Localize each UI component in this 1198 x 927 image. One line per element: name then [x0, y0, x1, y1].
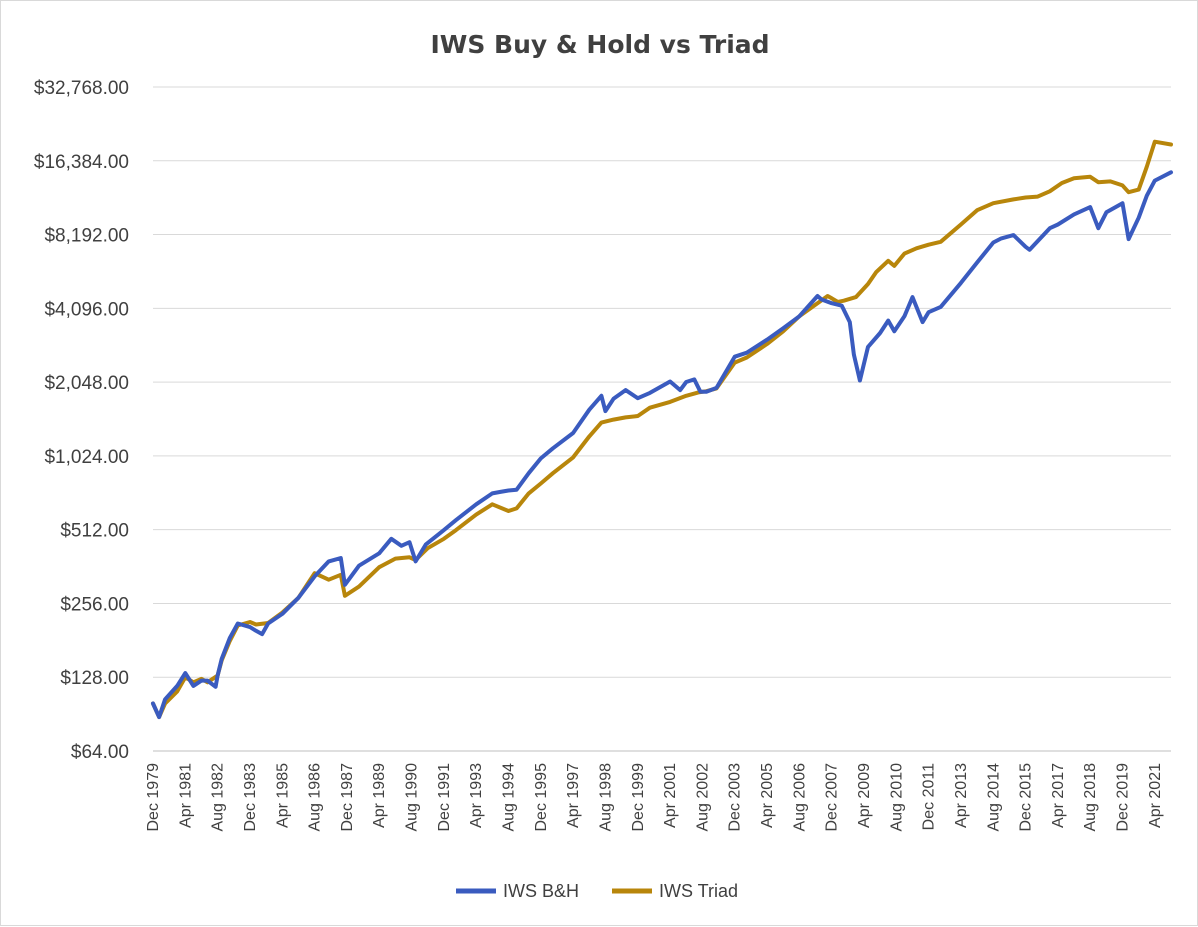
- legend-label-iws-bh: IWS B&H: [503, 881, 579, 901]
- x-tick-label: Apr 1985: [274, 763, 291, 828]
- y-tick-label: $8,192.00: [44, 226, 129, 247]
- x-tick-label: Aug 1990: [404, 763, 421, 832]
- chart-title: IWS Buy & Hold vs Triad: [430, 30, 769, 59]
- x-tick-label: Apr 1993: [468, 763, 485, 828]
- x-tick-label: Dec 1995: [533, 763, 550, 832]
- x-axis-tick-labels: Dec 1979 Apr 1981 Aug 1982 Dec 1983 Apr 1985…: [145, 763, 1164, 832]
- gridlines: [153, 86, 1171, 752]
- x-tick-label: Dec 1999: [630, 763, 647, 832]
- x-tick-label: Aug 2010: [888, 763, 905, 832]
- y-tick-label: $1,024.00: [44, 447, 129, 468]
- x-tick-label: Aug 2014: [985, 763, 1002, 832]
- x-tick-label: Dec 2003: [727, 763, 744, 832]
- x-tick-label: Dec 1987: [339, 763, 356, 832]
- x-tick-label: Dec 2015: [1018, 763, 1035, 832]
- x-tick-label: Dec 2019: [1115, 763, 1132, 832]
- y-tick-label: $32,768.00: [34, 78, 129, 99]
- x-tick-label: Aug 2006: [791, 763, 808, 832]
- x-tick-label: Dec 2007: [824, 763, 841, 832]
- x-tick-label: Apr 2013: [953, 763, 970, 828]
- y-tick-label: $512.00: [60, 521, 129, 542]
- y-axis-tick-labels: $64.00 $128.00 $256.00 $512.00 $1,024.00 $2,0…: [34, 78, 129, 763]
- x-tick-label: Aug 1994: [500, 763, 517, 832]
- y-tick-label: $256.00: [60, 594, 129, 615]
- x-tick-label: Apr 1981: [177, 763, 194, 828]
- x-tick-label: Aug 1998: [597, 763, 614, 832]
- x-tick-label: Apr 2005: [759, 763, 776, 828]
- x-tick-label: Dec 1991: [436, 763, 453, 832]
- x-tick-label: Dec 1979: [145, 763, 162, 832]
- y-tick-label: $64.00: [71, 742, 129, 763]
- x-tick-label: Aug 1986: [307, 763, 324, 832]
- x-tick-label: Dec 2011: [921, 763, 938, 830]
- y-tick-label: $2,048.00: [44, 373, 129, 394]
- x-tick-label: Apr 2017: [1050, 763, 1067, 828]
- x-tick-label: Apr 2021: [1147, 763, 1164, 828]
- x-tick-label: Apr 2001: [662, 763, 679, 828]
- y-tick-label: $16,384.00: [34, 152, 129, 173]
- y-tick-label: $128.00: [60, 668, 129, 689]
- series-line-iws-triad: [151, 139, 1173, 720]
- x-tick-label: Apr 1997: [565, 763, 582, 828]
- x-tick-label: Aug 2018: [1082, 763, 1099, 832]
- x-tick-label: Dec 1983: [242, 763, 259, 832]
- y-tick-label: $4,096.00: [44, 299, 129, 320]
- x-tick-label: Apr 1989: [371, 763, 388, 828]
- legend-label-iws-triad: IWS Triad: [659, 881, 738, 901]
- legend: IWS B&H IWS Triad: [456, 881, 738, 901]
- series-line-iws-b-h: [151, 170, 1173, 720]
- x-tick-label: Apr 2009: [856, 763, 873, 828]
- x-tick-label: Aug 1982: [210, 763, 227, 832]
- series-lines: [151, 139, 1173, 720]
- x-tick-label: Aug 2002: [694, 763, 711, 832]
